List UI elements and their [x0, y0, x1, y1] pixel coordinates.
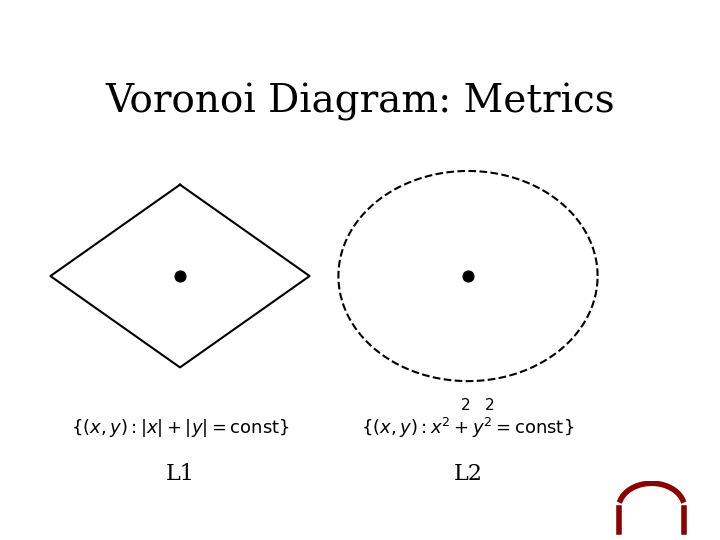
Text: L1: L1	[166, 463, 194, 485]
Text: Carnegie Mellon: Carnegie Mellon	[593, 10, 698, 23]
Text: $\{(x,y): |x|+|y|=\mathrm{const}\}$: $\{(x,y): |x|+|y|=\mathrm{const}\}$	[71, 417, 289, 440]
Text: $2\quad 2$: $2\quad 2$	[460, 397, 495, 414]
Text: L2: L2	[454, 463, 482, 485]
Text: Voronoi Diagram: Metrics: Voronoi Diagram: Metrics	[105, 83, 615, 121]
Point	[174, 272, 186, 280]
Point	[462, 272, 474, 280]
Text: $\{(x,y): x^2+y^2=\mathrm{const}\}$: $\{(x,y): x^2+y^2=\mathrm{const}\}$	[361, 416, 575, 441]
